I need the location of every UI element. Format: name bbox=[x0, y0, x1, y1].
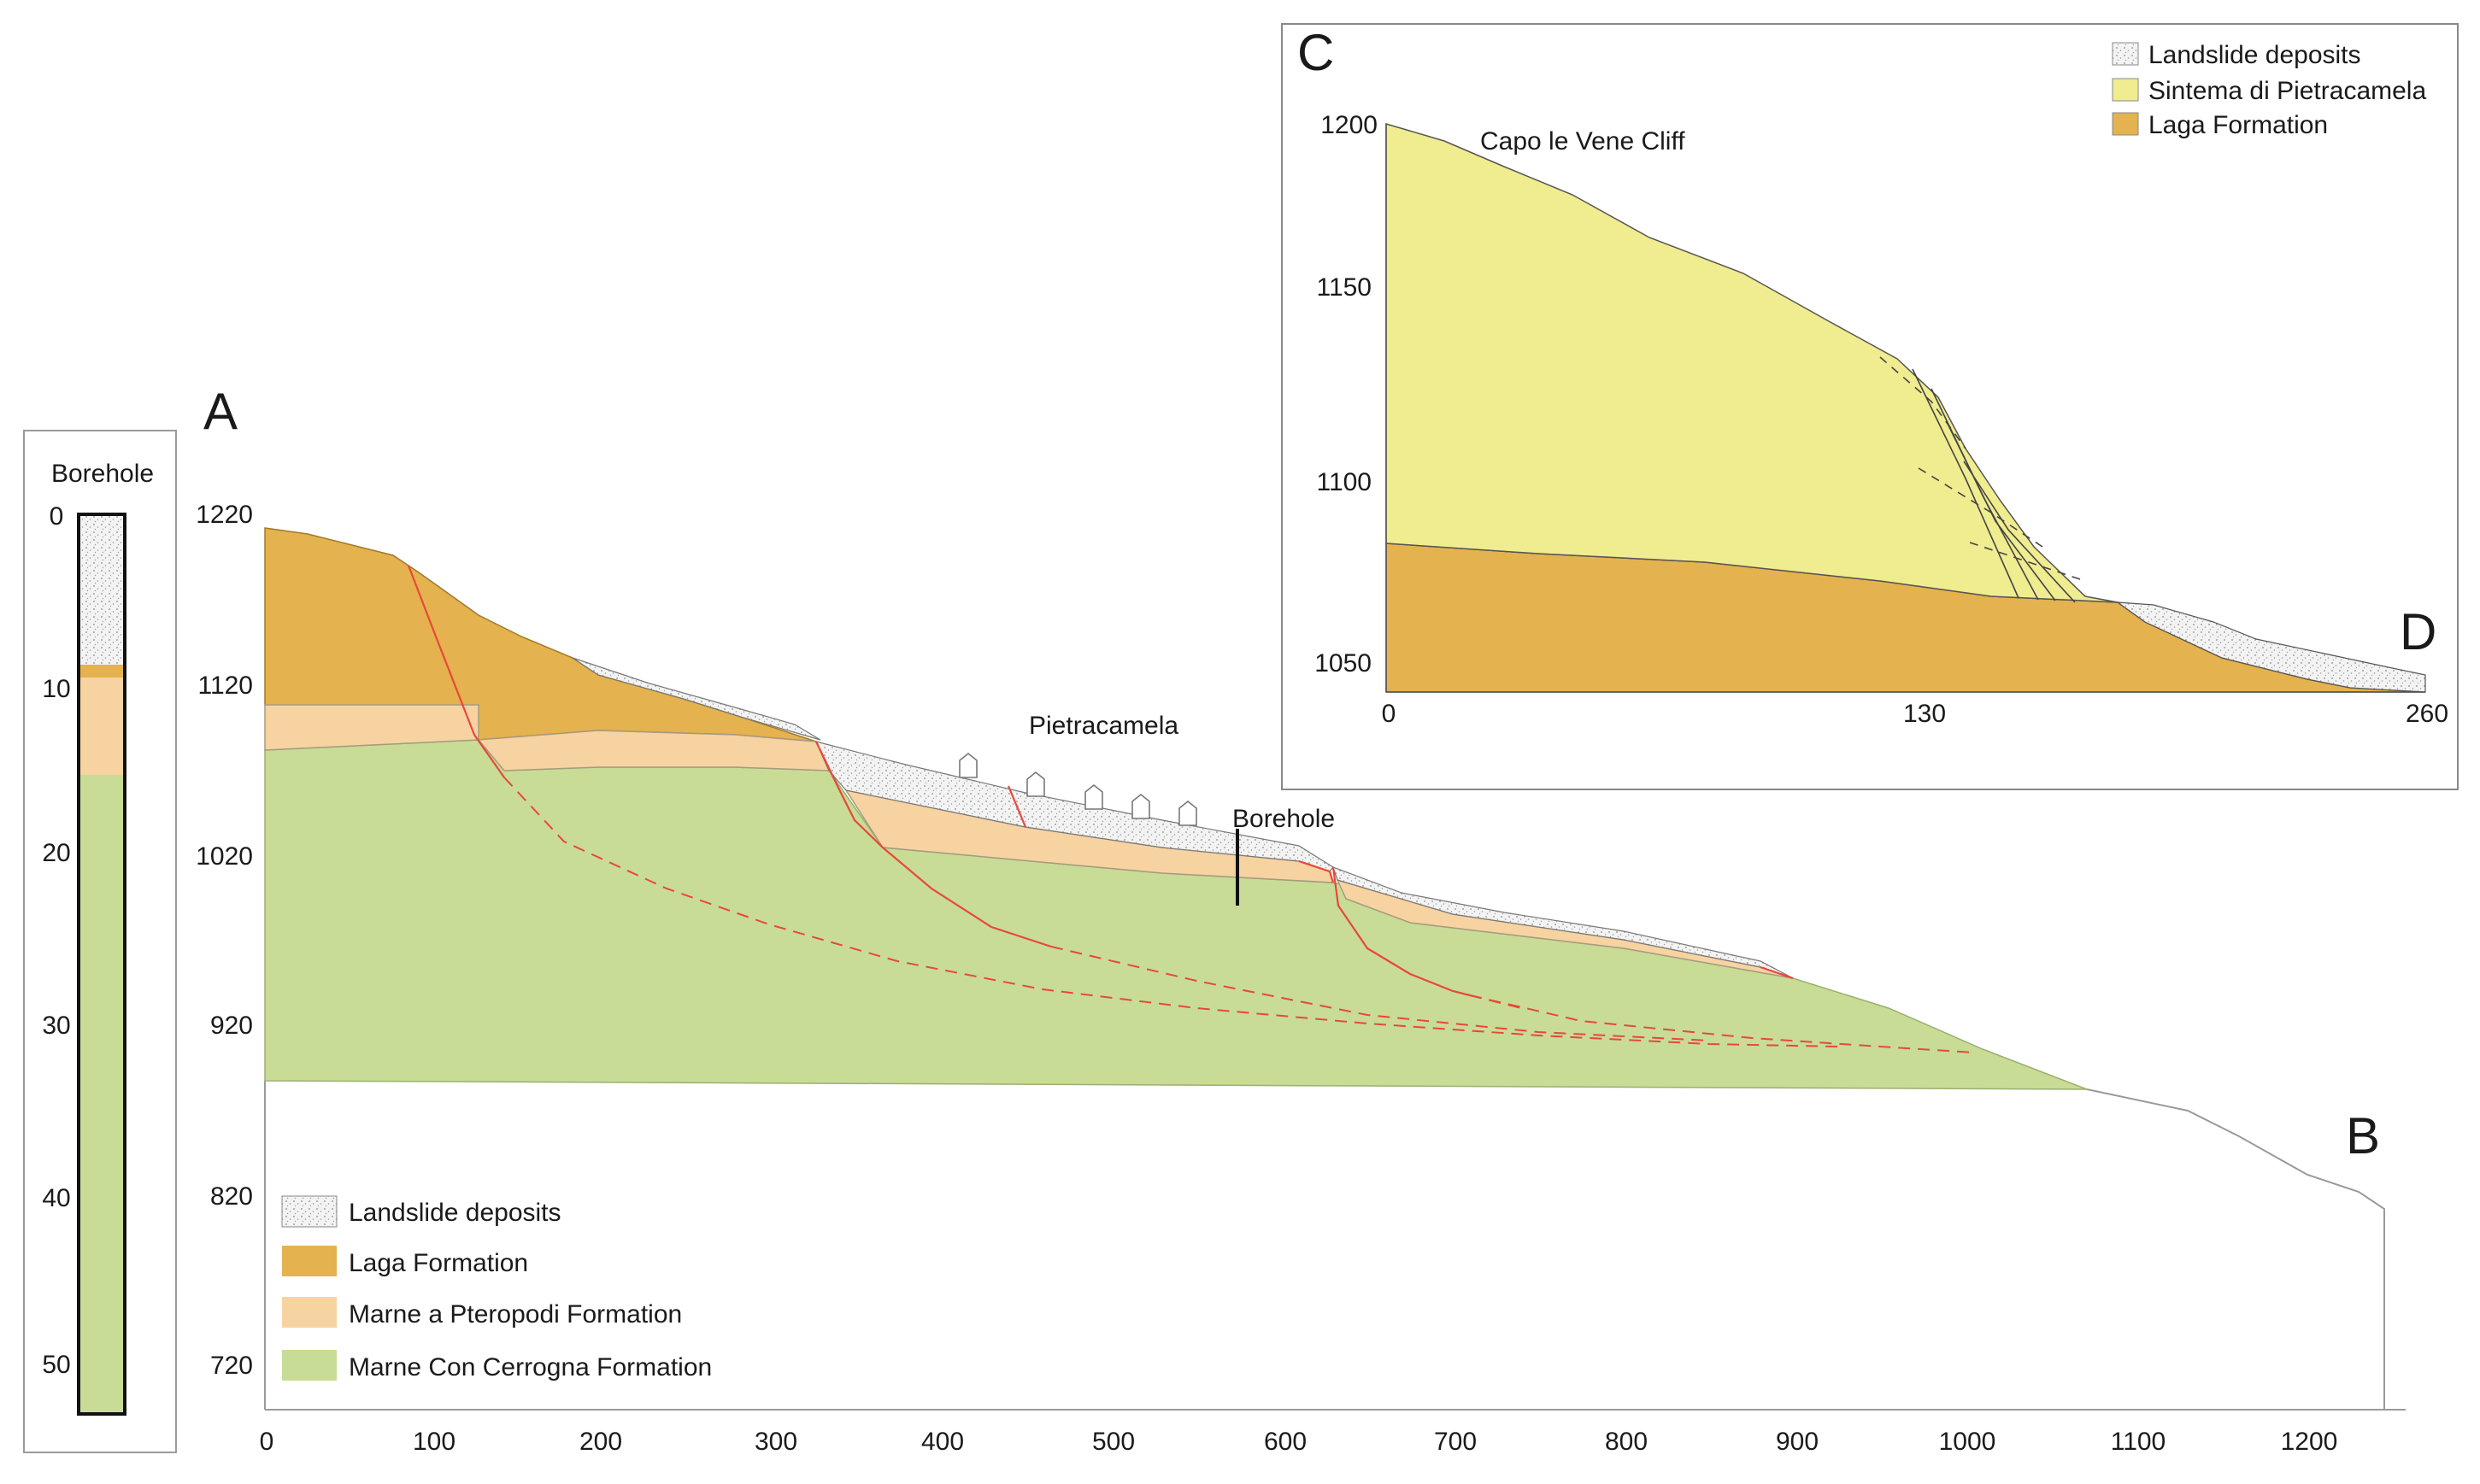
inset-legend-label-landslide: Landslide deposits bbox=[2148, 41, 2361, 69]
depth-tick-0: 0 bbox=[50, 502, 64, 531]
fault-lines bbox=[407, 565, 1794, 997]
legend-swatch-cerrogna bbox=[282, 1350, 337, 1381]
borehole-log-panel: Borehole 0 10 20 30 40 50 bbox=[23, 430, 177, 1453]
inset-x-axis-ticks: 0 130 260 bbox=[1382, 700, 2448, 728]
house-icon bbox=[959, 752, 978, 778]
borehole-pteropodi-interval bbox=[79, 677, 125, 775]
legend-label-landslide: Landslide deposits bbox=[349, 1199, 561, 1227]
x-tick-label: 300 bbox=[755, 1428, 797, 1456]
inset-y-axis-ticks: 1200 1150 1100 1050 bbox=[1314, 111, 1378, 677]
y-tick-label: 1020 bbox=[196, 842, 253, 871]
x-tick-label: 500 bbox=[1092, 1428, 1135, 1456]
y-tick-label: 820 bbox=[210, 1182, 253, 1211]
x-tick-label: 0 bbox=[260, 1428, 274, 1456]
borehole-landslide-interval bbox=[79, 514, 125, 665]
house-icon bbox=[1131, 793, 1150, 819]
borehole-cerrogna-interval bbox=[79, 775, 125, 1414]
y-tick-label: 720 bbox=[210, 1352, 253, 1380]
borehole-label: Borehole bbox=[1232, 805, 1335, 833]
inset-legend-label-laga: Laga Formation bbox=[2148, 111, 2328, 139]
house-icon bbox=[1026, 771, 1045, 797]
x-tick-label: 1000 bbox=[1939, 1428, 1996, 1456]
town-label: Pietracamela bbox=[1029, 712, 1178, 740]
inset-inferred-slip-planes bbox=[1879, 356, 2086, 582]
section-ab: Borehole Pietracamela 1220 1120 1020 920… bbox=[196, 383, 2406, 1456]
inset-x-tick-label: 130 bbox=[1903, 700, 1946, 728]
x-tick-label: 400 bbox=[921, 1428, 964, 1456]
inset-y-tick-label: 1100 bbox=[1316, 468, 1372, 496]
borehole-column bbox=[77, 513, 126, 1416]
borehole-laga-interval bbox=[79, 665, 125, 677]
inferred-fault-lines bbox=[503, 777, 1975, 1053]
y-tick-label: 1120 bbox=[197, 672, 253, 700]
section-start-label: A bbox=[203, 383, 238, 440]
pietracamela-houses bbox=[959, 752, 1197, 826]
inset-legend-swatch-landslide bbox=[2112, 42, 2139, 66]
depth-tick-10: 10 bbox=[42, 675, 70, 703]
topographic-profile bbox=[264, 1081, 2385, 1410]
legend-label-laga: Laga Formation bbox=[349, 1249, 528, 1277]
inset-legend-swatch-sintema bbox=[2112, 78, 2139, 102]
house-icon bbox=[1178, 800, 1197, 826]
x-tick-label: 600 bbox=[1264, 1428, 1307, 1456]
legend-swatch-laga bbox=[282, 1246, 337, 1276]
inset-legend-swatch-laga bbox=[2112, 112, 2139, 136]
section-end-label: B bbox=[2346, 1107, 2380, 1164]
x-tick-label: 100 bbox=[413, 1428, 455, 1456]
legend-label-pteropodi: Marne a Pteropodi Formation bbox=[349, 1300, 682, 1329]
legend-label-cerrogna: Marne Con Cerrogna Formation bbox=[349, 1353, 712, 1381]
legend-swatch-landslide bbox=[281, 1195, 338, 1228]
x-tick-label: 700 bbox=[1434, 1428, 1477, 1456]
x-tick-label: 800 bbox=[1605, 1428, 1648, 1456]
inset-landslide-deposits-unit bbox=[2115, 601, 2426, 693]
inset-y-tick-label: 1150 bbox=[1316, 273, 1372, 302]
borehole-log-title: Borehole bbox=[51, 460, 154, 488]
inset-y-tick-label: 1050 bbox=[1314, 649, 1372, 677]
y-axis-ticks: 1220 1120 1020 920 820 720 bbox=[196, 501, 253, 1380]
inset-legend-label-sintema: Sintema di Pietracamela bbox=[2148, 77, 2426, 105]
x-tick-label: 900 bbox=[1776, 1428, 1819, 1456]
x-axis-ticks: 0 100 200 300 400 500 600 700 800 900 10… bbox=[260, 1428, 2338, 1456]
inset-y-tick-label: 1200 bbox=[1320, 111, 1378, 139]
cliff-label: Capo le Vene Cliff bbox=[1480, 127, 1685, 155]
inset-end-label: D bbox=[2400, 603, 2436, 660]
x-tick-label: 1200 bbox=[2281, 1428, 2338, 1456]
legend-swatch-pteropodi bbox=[282, 1297, 337, 1328]
depth-tick-20: 20 bbox=[42, 839, 70, 867]
y-tick-label: 920 bbox=[210, 1012, 253, 1040]
section-ab-legend: Landslide deposits Laga Formation Marne … bbox=[281, 1195, 712, 1381]
inset-start-label: C bbox=[1297, 24, 1334, 81]
inset-x-tick-label: 260 bbox=[2406, 700, 2448, 728]
section-cd-legend: Landslide deposits Sintema di Pietracame… bbox=[2112, 41, 2426, 139]
section-cd-inset: 1200 1150 1100 1050 0 130 260 Capo le Ve… bbox=[1281, 23, 2459, 790]
depth-tick-30: 30 bbox=[42, 1012, 70, 1040]
sintema-di-pietracamela-unit bbox=[1385, 122, 2119, 603]
landslide-deposits-unit-1 bbox=[572, 657, 821, 741]
y-tick-label: 1220 bbox=[196, 501, 253, 529]
x-tick-label: 200 bbox=[579, 1428, 622, 1456]
depth-tick-40: 40 bbox=[42, 1184, 70, 1212]
inset-x-tick-label: 0 bbox=[1382, 700, 1396, 728]
x-tick-label: 1100 bbox=[2111, 1428, 2166, 1456]
house-icon bbox=[1084, 783, 1103, 810]
cerrogna-formation-unit bbox=[264, 739, 2088, 1090]
depth-tick-50: 50 bbox=[42, 1351, 70, 1379]
